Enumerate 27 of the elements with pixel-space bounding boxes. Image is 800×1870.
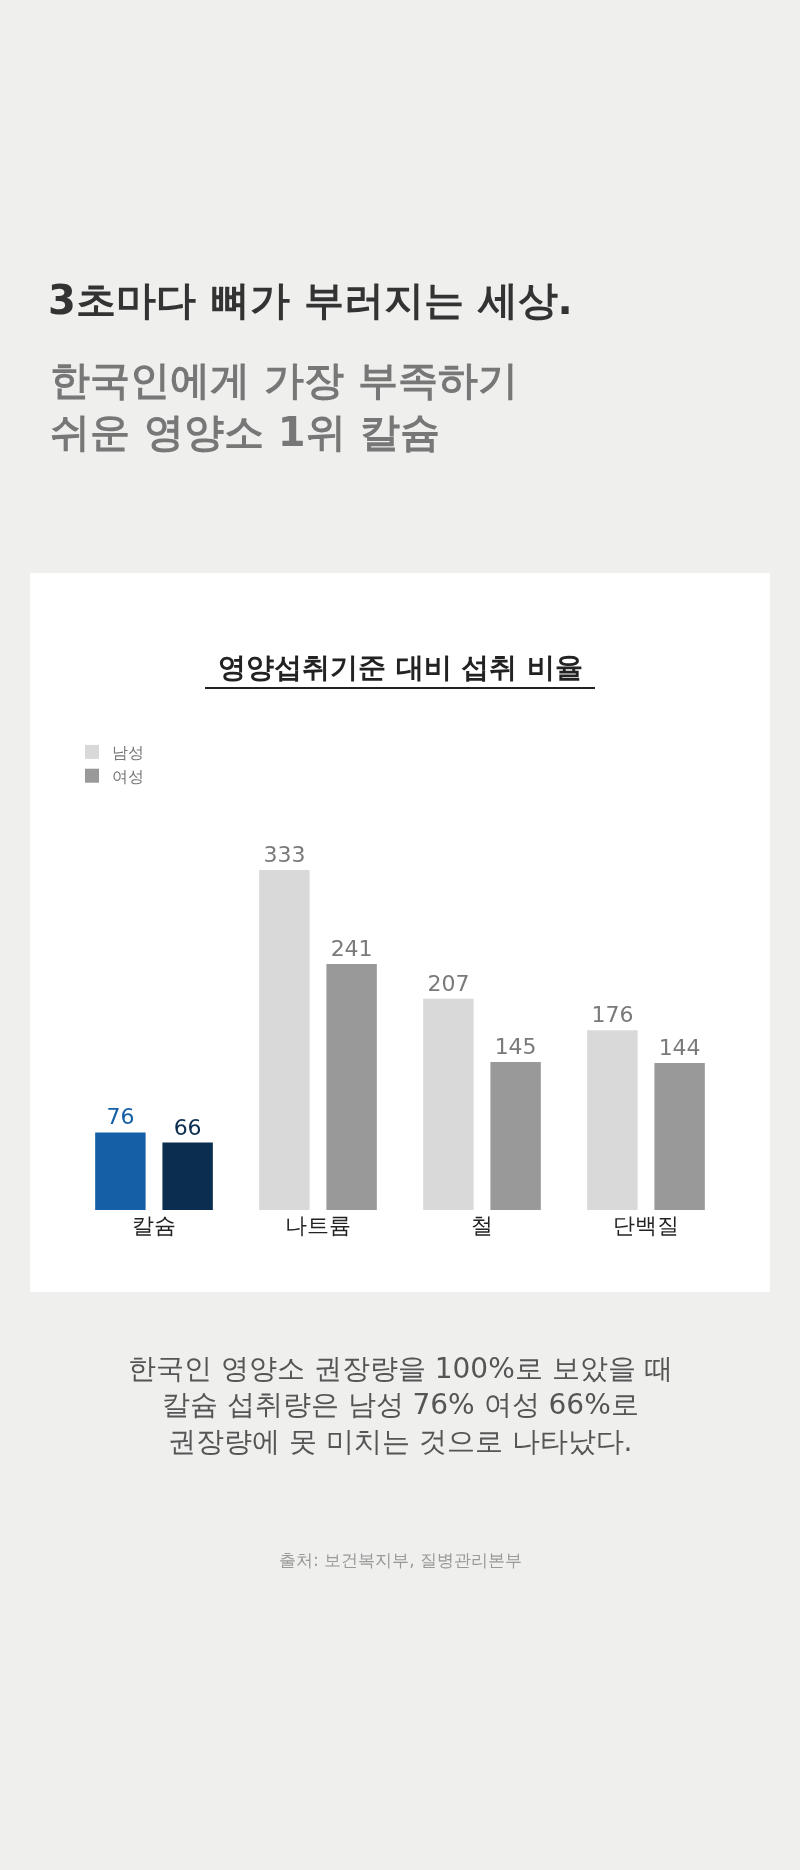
data-label: 176 — [591, 1002, 634, 1028]
x-tick-label: 단백질 — [613, 1213, 679, 1238]
data-label: 76 — [106, 1104, 135, 1130]
bar — [95, 1132, 146, 1210]
x-tick-label: 나트륨 — [285, 1213, 351, 1238]
source-note: 출처: 보건복지부, 질병관리본부 — [279, 1550, 522, 1570]
data-label: 66 — [173, 1114, 202, 1140]
chart-subtitle: 한국인에게 가장 부족하기 쉬운 영양소 1위 칼슘 — [50, 357, 518, 455]
bar — [654, 1062, 705, 1210]
data-label: 144 — [658, 1034, 701, 1060]
bar — [326, 963, 377, 1210]
chart-title: 3초마다 뼈가 부러지는 세상. — [48, 277, 573, 323]
bar — [259, 870, 310, 1210]
bar — [162, 1142, 213, 1210]
bar — [423, 998, 474, 1210]
bar — [587, 1030, 638, 1210]
bar — [490, 1061, 541, 1210]
data-label: 207 — [427, 970, 470, 996]
text: 한국인 영양소 권장량을 100%로 보았을 때 칼슘 섭취량은 남성 76% 여성 66%로 권장량에 못 미치는 것으로 나타났다. — [128, 1352, 673, 1458]
x-tick-label: 칼슘 — [132, 1213, 176, 1238]
data-label: 241 — [330, 935, 373, 961]
legend-label: 남성 — [112, 743, 144, 763]
data-label: 145 — [494, 1033, 537, 1059]
text: 영양섭취기준 대비 섭취 비율 — [218, 651, 584, 684]
data-label: 333 — [263, 842, 306, 867]
x-tick-label: 철 — [471, 1213, 493, 1238]
legend-label: 여성 — [112, 766, 144, 786]
